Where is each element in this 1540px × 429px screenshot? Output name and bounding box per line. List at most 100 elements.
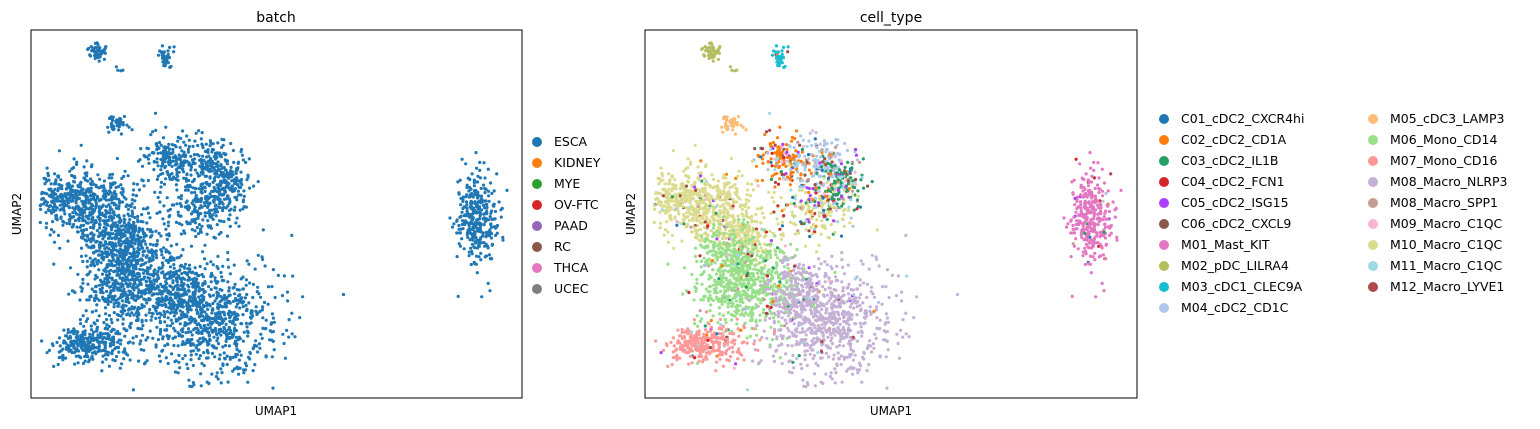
cell-type-point: [786, 203, 790, 207]
cell-type-point: [817, 189, 821, 193]
batch-point: [244, 303, 248, 307]
batch-point: [168, 284, 172, 288]
batch-point: [185, 134, 189, 138]
batch-point: [178, 309, 182, 313]
batch-point: [237, 372, 241, 376]
batch-point: [97, 314, 101, 318]
cell-type-point: [875, 228, 879, 232]
batch-point: [81, 277, 85, 281]
batch-point: [219, 381, 223, 385]
cell-type-point: [797, 155, 801, 159]
batch-point: [212, 188, 217, 193]
batch-point: [487, 194, 491, 198]
batch-point: [181, 330, 185, 334]
batch-point: [202, 351, 206, 355]
cell-type-point: [735, 200, 739, 204]
cell-type-point: [729, 118, 733, 122]
cell-type-point: [818, 196, 822, 201]
cell-type-point: [820, 219, 824, 223]
batch-point: [189, 168, 193, 172]
cell-type-point: [803, 212, 808, 216]
batch-point: [84, 309, 88, 313]
batch-point: [139, 219, 143, 224]
batch-point: [494, 233, 498, 237]
cell-type-point: [811, 187, 815, 191]
batch-point: [460, 222, 464, 227]
batch-point: [158, 200, 162, 204]
batch-point: [160, 44, 164, 48]
cell-type-point: [788, 157, 793, 161]
batch-point: [481, 203, 486, 207]
batch-point: [57, 149, 62, 153]
batch-point: [452, 222, 456, 226]
batch-point: [93, 299, 97, 303]
batch-point: [176, 291, 180, 295]
batch-point: [189, 358, 193, 362]
batch-point: [199, 312, 203, 316]
batch-point: [220, 166, 224, 171]
cell-type-point: [780, 145, 784, 150]
cell-type-point: [829, 210, 834, 214]
batch-point: [211, 301, 215, 306]
batch-point: [205, 313, 209, 317]
batch-point: [206, 204, 210, 208]
batch-point: [482, 216, 486, 220]
cell-type-point: [732, 199, 736, 203]
batch-legend-label: UCEC: [554, 281, 589, 296]
batch-point: [190, 319, 194, 323]
batch-point: [54, 216, 58, 221]
batch-point: [129, 242, 133, 246]
batch-point: [160, 249, 164, 253]
batch-point: [229, 331, 233, 335]
batch-point: [213, 279, 217, 283]
batch-point: [74, 211, 78, 215]
batch-point: [90, 217, 94, 221]
cell-type-point: [716, 48, 720, 53]
batch-point: [253, 363, 257, 367]
batch-point: [93, 322, 97, 326]
cell-type-point: [835, 202, 839, 206]
cell-type-point: [765, 130, 769, 134]
batch-point: [152, 160, 156, 164]
batch-point: [114, 192, 118, 196]
batch-point: [482, 212, 486, 216]
cell-type-point: [839, 181, 843, 185]
batch-point: [249, 311, 253, 315]
batch-point: [280, 294, 285, 298]
batch-point: [181, 327, 185, 331]
batch-point: [100, 253, 104, 258]
batch-point: [137, 359, 141, 363]
batch-point: [94, 201, 98, 205]
batch-point: [125, 328, 129, 332]
batch-point: [108, 215, 112, 219]
batch-point: [227, 327, 232, 332]
batch-point: [232, 160, 236, 164]
batch-point: [200, 163, 204, 167]
batch-point: [151, 304, 155, 308]
cell-type-point: [780, 224, 785, 228]
batch-legend-item: OV-FTC: [532, 197, 599, 212]
batch-point: [271, 316, 275, 320]
batch-point: [164, 248, 168, 252]
batch-point: [196, 143, 200, 148]
cell-type-point: [780, 220, 785, 224]
batch-point: [235, 168, 239, 172]
batch-point: [131, 388, 135, 392]
cell-type-point: [710, 196, 714, 200]
batch-point: [204, 142, 208, 146]
batch-point: [78, 182, 83, 186]
batch-point: [210, 163, 214, 167]
batch-point: [109, 228, 114, 232]
cell-type-point: [831, 190, 836, 194]
batch-point: [187, 145, 191, 149]
batch-point: [155, 239, 159, 243]
batch-point: [98, 283, 102, 287]
batch-point: [246, 175, 250, 179]
batch-point: [120, 305, 124, 309]
batch-point: [139, 147, 143, 151]
batch-point: [109, 300, 113, 304]
batch-legend-marker: [532, 137, 542, 147]
batch-point: [156, 195, 160, 200]
batch-point: [173, 296, 177, 300]
batch-point: [246, 355, 251, 359]
